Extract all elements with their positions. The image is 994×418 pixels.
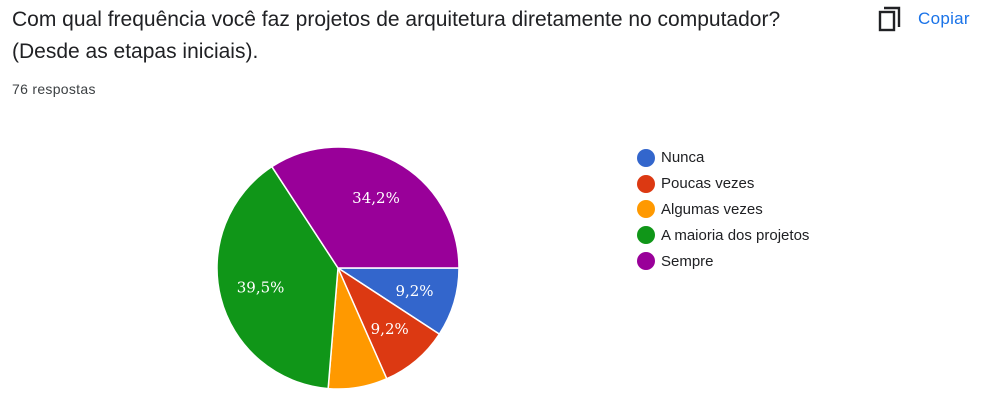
- legend-swatch: [637, 200, 655, 219]
- legend-item-4[interactable]: A maioria dos projetos: [637, 222, 809, 248]
- slice-label-1: 9,2%: [395, 282, 433, 300]
- slice-label-4: 39,5%: [237, 279, 285, 297]
- response-count: 76 respostas: [12, 81, 96, 97]
- question-title: Com qual frequência você faz projetos de…: [12, 8, 781, 63]
- legend-item-5[interactable]: Sempre: [637, 248, 809, 274]
- legend-swatch: [637, 148, 655, 167]
- legend-label: Sempre: [661, 252, 714, 270]
- legend-item-1[interactable]: Nunca: [637, 145, 809, 171]
- chart-legend: Nunca Poucas vezes Algumas vezes A maioria …: [637, 145, 809, 274]
- slice-label-5: 34,2%: [352, 189, 400, 207]
- pie-slice-5[interactable]: [270, 146, 460, 269]
- copy-icon: [876, 5, 904, 33]
- legend-label: Poucas vezes: [661, 175, 755, 193]
- copy-button[interactable]: Copiar: [876, 4, 970, 34]
- legend-item-3[interactable]: Algumas vezes: [637, 197, 809, 223]
- slice-label-2: 9,2%: [371, 320, 409, 338]
- legend-swatch: [637, 226, 655, 245]
- legend-swatch: [637, 174, 655, 193]
- copy-label: Copiar: [918, 9, 970, 28]
- legend-label: Nunca: [661, 149, 705, 167]
- legend-label: Algumas vezes: [661, 200, 763, 218]
- legend-swatch: [637, 252, 655, 271]
- legend-label: A maioria dos projetos: [661, 226, 810, 244]
- legend-item-2[interactable]: Poucas vezes: [637, 171, 809, 197]
